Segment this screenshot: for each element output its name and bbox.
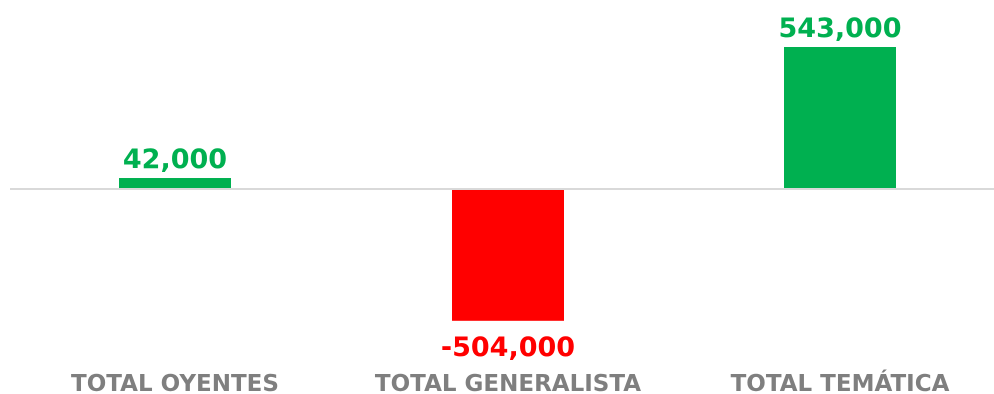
bars-group (119, 47, 896, 321)
value-label-total-generalista: -504,000 (441, 332, 575, 363)
category-label-total-oyentes: TOTAL OYENTES (71, 371, 279, 394)
bar-total-tematica (784, 47, 896, 189)
value-labels-group: 42,000 -504,000 543,000 (123, 13, 902, 363)
category-label-total-generalista: TOTAL GENERALISTA (375, 371, 641, 394)
bar-total-oyentes (119, 178, 231, 189)
bar-total-generalista (452, 189, 564, 321)
value-label-total-oyentes: 42,000 (123, 144, 227, 175)
category-labels-group: TOTAL OYENTES TOTAL GENERALISTA TOTAL TEMÁ… (71, 369, 950, 394)
value-label-total-tematica: 543,000 (779, 13, 902, 44)
category-label-total-tematica: TOTAL TEMÁTICA (731, 369, 950, 394)
